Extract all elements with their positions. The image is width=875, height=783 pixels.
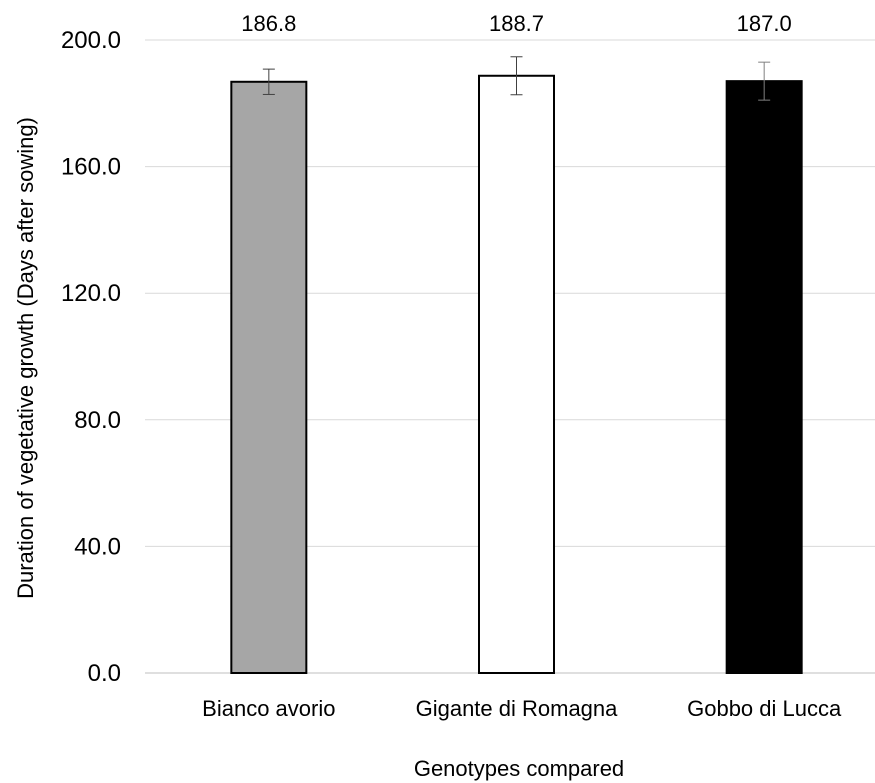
y-tick-label: 120.0 <box>61 280 121 307</box>
bars <box>230 56 803 674</box>
bar <box>478 74 555 674</box>
y-tick-label: 160.0 <box>61 154 121 181</box>
y-tick-labels: 0.0 40.0 80.0 120.0 160.0 200.0 <box>61 27 121 687</box>
y-tick-label: 40.0 <box>74 533 121 560</box>
x-tick-label: Gobbo di Lucca <box>687 696 842 721</box>
y-tick-label: 0.0 <box>88 660 121 687</box>
x-tick-label: Bianco avorio <box>202 696 335 721</box>
x-tick-label: Gigante di Romagna <box>416 696 619 721</box>
category-labels: Bianco avorio Gigante di Romagna Gobbo di … <box>202 696 842 721</box>
y-axis-title: Duration of vegetative growth (Days afte… <box>13 117 38 599</box>
data-label: 186.8 <box>241 11 296 36</box>
data-label: 187.0 <box>737 11 792 36</box>
data-label: 188.7 <box>489 11 544 36</box>
x-axis-title: Genotypes compared <box>414 756 624 781</box>
data-labels: 186.8 188.7 187.0 <box>241 11 791 36</box>
y-tick-label: 80.0 <box>74 407 121 434</box>
bar <box>725 80 803 674</box>
bar <box>230 80 308 674</box>
y-tick-label: 200.0 <box>61 27 121 54</box>
